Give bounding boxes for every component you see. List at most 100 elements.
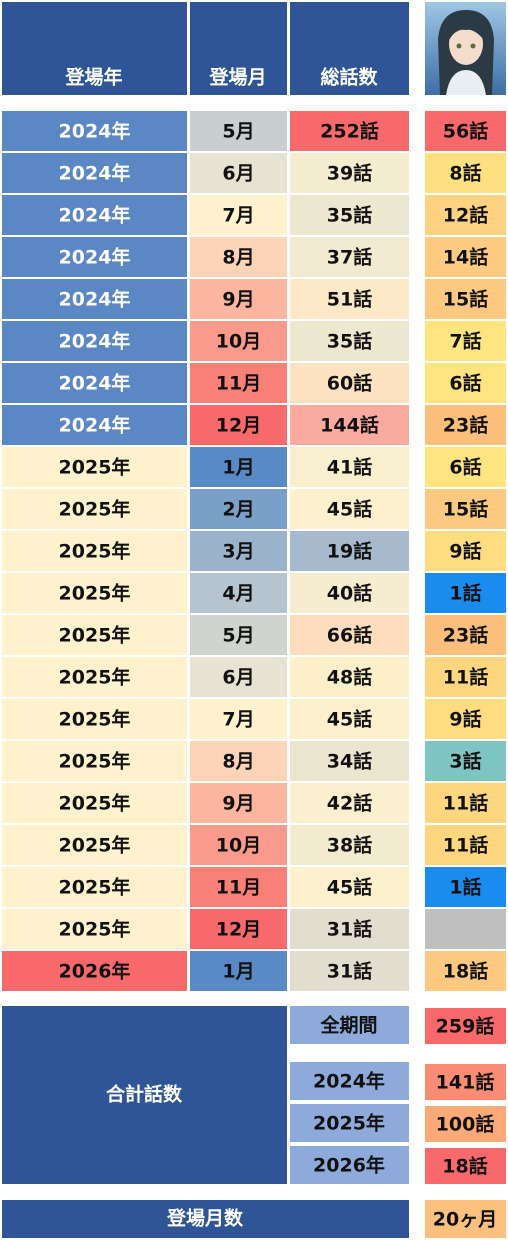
- cell: [190, 237, 287, 277]
- cell: [2, 489, 187, 529]
- cell: [425, 405, 506, 445]
- cell: [190, 951, 287, 991]
- cell: [190, 531, 287, 571]
- months-label: 登場月数: [166, 1207, 244, 1230]
- cell: [290, 111, 409, 151]
- summary-value-cell: [425, 1064, 506, 1100]
- cell-text: 9話: [449, 708, 481, 731]
- summary-value: 259話: [436, 1015, 495, 1038]
- cell: [425, 489, 506, 529]
- cell-text: 31話: [327, 918, 372, 941]
- cell-text: 2月: [222, 499, 254, 521]
- cell: [2, 825, 187, 865]
- cell-text: 1話: [449, 582, 481, 605]
- cell-text: 45話: [327, 876, 372, 899]
- cell-text: 23話: [443, 414, 488, 437]
- cell-text: 19話: [327, 540, 372, 563]
- cell-text: 2025年: [59, 750, 131, 773]
- cell-text: 2025年: [59, 666, 131, 689]
- cell-text: 2024年: [59, 246, 131, 269]
- cell-text: 41話: [327, 456, 372, 479]
- cell-text: 11月: [216, 877, 261, 899]
- cell: [190, 321, 287, 361]
- summary-period: 全期間: [319, 1014, 377, 1037]
- cell: [290, 573, 409, 613]
- cell-text: 12月: [216, 415, 261, 437]
- cell-text: 2025年: [59, 456, 131, 479]
- summary-value: 100話: [436, 1113, 495, 1136]
- cell: [2, 699, 187, 739]
- cell: [2, 531, 187, 571]
- cell: [2, 111, 187, 151]
- cell: [290, 699, 409, 739]
- cell: [425, 237, 506, 277]
- cell-text: 1話: [449, 876, 481, 899]
- cell: [425, 279, 506, 319]
- cell-text: 11月: [216, 373, 261, 395]
- cell-text: 45話: [327, 498, 372, 521]
- cell: [190, 825, 287, 865]
- cell: [2, 783, 187, 823]
- cell: [290, 783, 409, 823]
- cell-text: 15話: [443, 498, 488, 521]
- cell-text: 31話: [327, 960, 372, 983]
- cell-text: 2026年: [59, 960, 131, 983]
- cell-text: 7話: [449, 330, 481, 353]
- cell-text: 4月: [222, 583, 254, 605]
- summary-period-cell: [290, 1146, 409, 1184]
- cell: [425, 195, 506, 235]
- cell-text: 51話: [327, 288, 372, 311]
- cell: [2, 951, 187, 991]
- cell-text: 14話: [443, 246, 488, 269]
- cell: [190, 195, 287, 235]
- cell: [290, 195, 409, 235]
- cell: [290, 951, 409, 991]
- cell: [425, 657, 506, 697]
- summary-period: 2025年: [313, 1112, 385, 1135]
- cell: [425, 615, 506, 655]
- cell-text: 35話: [327, 330, 372, 353]
- cell-text: 10月: [216, 835, 261, 857]
- cell-text: 7月: [222, 205, 254, 227]
- cell: [290, 153, 409, 193]
- cell-text: 56話: [443, 120, 488, 143]
- months-label-cell: [2, 1200, 409, 1238]
- cell-text: 3月: [222, 541, 254, 563]
- cell: [2, 279, 187, 319]
- cell-text: 2025年: [59, 834, 131, 857]
- cell: [190, 867, 287, 907]
- cell-text: 2025年: [59, 624, 131, 647]
- cell: [425, 111, 506, 151]
- cell-text: 2024年: [59, 288, 131, 311]
- cell-text: 6話: [449, 372, 481, 395]
- cell-text: 8月: [222, 751, 254, 773]
- cell: [425, 741, 506, 781]
- cell: [190, 489, 287, 529]
- cell-text: 60話: [327, 372, 372, 395]
- cell-text: 34話: [327, 750, 372, 773]
- cell: [190, 279, 287, 319]
- cell-text: 7月: [222, 709, 254, 731]
- cell-text: 2025年: [59, 498, 131, 521]
- cell-text: 45話: [327, 708, 372, 731]
- cell-text: 6月: [222, 667, 254, 689]
- cell: [425, 909, 506, 949]
- summary-period: 2026年: [313, 1154, 385, 1177]
- cell: [425, 447, 506, 487]
- summary-label-cell: [2, 1006, 287, 1184]
- cell-text: 2024年: [59, 204, 131, 227]
- cell-text: 11話: [443, 666, 488, 689]
- cell: [290, 237, 409, 277]
- cell: [190, 615, 287, 655]
- cell: [190, 153, 287, 193]
- cell: [290, 489, 409, 529]
- cell: [190, 363, 287, 403]
- cell: [425, 699, 506, 739]
- cell: [2, 615, 187, 655]
- header-cell: [2, 2, 187, 95]
- cell-text: 2025年: [59, 582, 131, 605]
- cell: [190, 405, 287, 445]
- cell: [190, 111, 287, 151]
- summary-value: 141話: [436, 1071, 495, 1094]
